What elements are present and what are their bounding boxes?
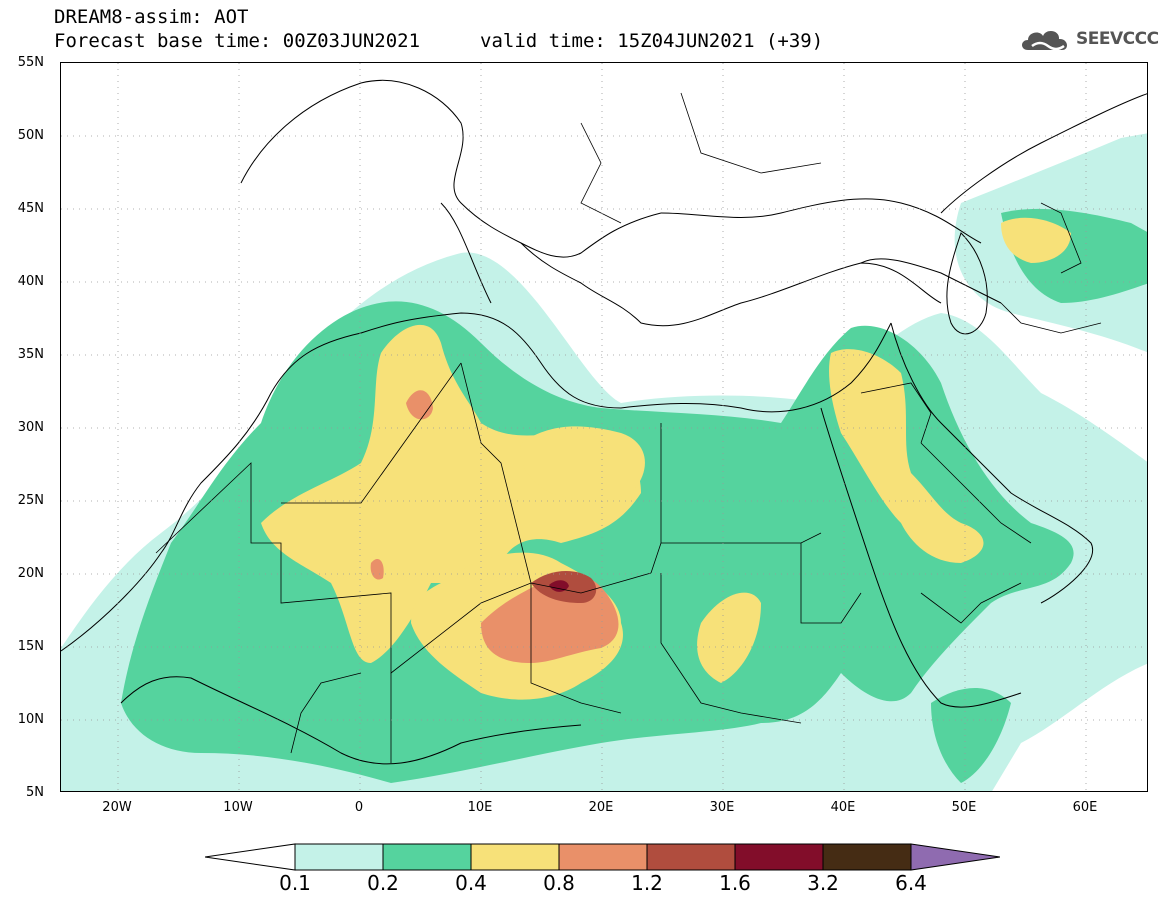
colorbar-swatch (294, 843, 384, 871)
colorbar-high-arrow (910, 843, 1000, 871)
aot-layer-1.6 (549, 580, 569, 592)
colorbar-label: 0.4 (455, 871, 487, 895)
colorbar (205, 843, 1000, 871)
lat-label: 30N (17, 420, 44, 435)
aot-map-canvas (61, 63, 1147, 791)
aot-map (60, 62, 1148, 792)
colorbar-label: 3.2 (807, 871, 839, 895)
colorbar-label: 6.4 (895, 871, 927, 895)
base-time-label: Forecast base time: 00Z03JUN2021 (54, 30, 421, 52)
colorbar-label: 1.2 (631, 871, 663, 895)
colorbar-swatch (558, 843, 648, 871)
lat-label: 5N (26, 785, 44, 800)
valid-time-label: valid time: 15Z04JUN2021 (+39) (480, 30, 824, 52)
seevccc-logo: SEEVCCC (1018, 22, 1159, 56)
lon-label: 10W (223, 800, 253, 815)
lat-label: 40N (17, 274, 44, 289)
lon-label: 50E (951, 800, 977, 815)
lon-label: 10E (467, 800, 493, 815)
colorbar-swatch (382, 843, 472, 871)
lat-label: 20N (17, 566, 44, 581)
lat-label: 10N (17, 712, 44, 727)
lat-lon-grid (61, 63, 1147, 791)
colorbar-swatch (822, 843, 912, 871)
lon-label: 60E (1072, 800, 1098, 815)
colorbar-label: 0.8 (543, 871, 575, 895)
lat-label: 25N (17, 493, 44, 508)
colorbar-swatch (470, 843, 560, 871)
lon-label: 20W (102, 800, 132, 815)
lon-label: 20E (588, 800, 614, 815)
colorbar-label: 0.2 (367, 871, 399, 895)
lat-label: 50N (17, 128, 44, 143)
colorbar-swatch (646, 843, 736, 871)
colorbar-swatch (734, 843, 824, 871)
map-title: DREAM8-assim: AOT (54, 6, 249, 28)
cloud-icon (1022, 30, 1068, 51)
lon-label: 40E (830, 800, 856, 815)
country-borders (155, 92, 1102, 763)
lon-label: 0 (354, 800, 364, 815)
lon-label: 30E (709, 800, 735, 815)
coastlines (61, 79, 1147, 765)
lat-label: 45N (17, 201, 44, 216)
lat-label: 55N (17, 55, 44, 70)
colorbar-label: 1.6 (719, 871, 751, 895)
lat-label: 15N (17, 639, 44, 654)
caspian-sea (946, 232, 988, 335)
colorbar-low-arrow (205, 843, 296, 871)
lat-label: 35N (17, 347, 44, 362)
colorbar-label: 0.1 (279, 871, 311, 895)
logo-text: SEEVCCC (1076, 29, 1159, 49)
